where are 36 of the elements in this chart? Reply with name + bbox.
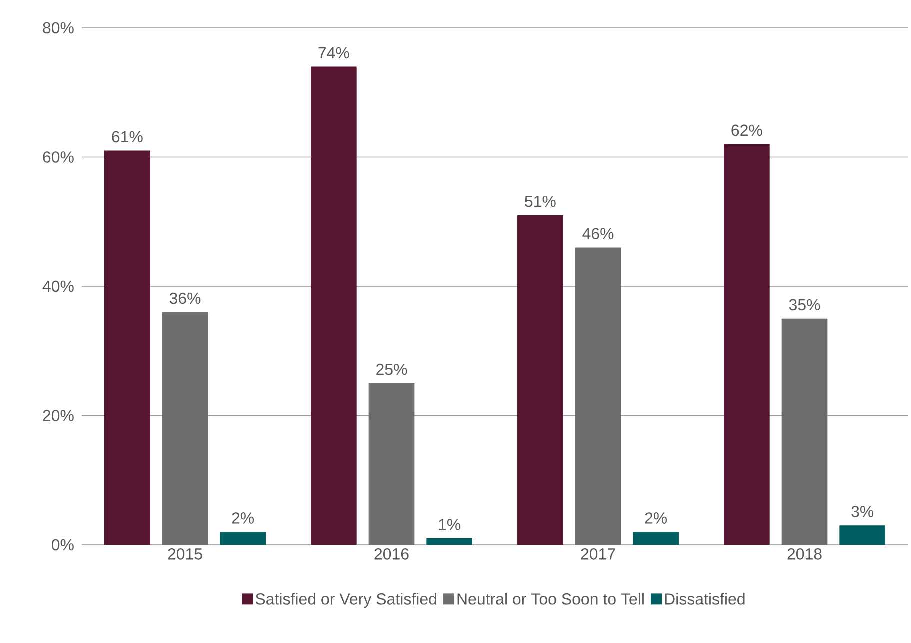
- data-label: 2%: [232, 512, 254, 524]
- data-label: 51%: [525, 196, 556, 208]
- bar: [311, 66, 357, 545]
- y-tick-label: 0%: [52, 539, 74, 551]
- data-label: 74%: [318, 47, 350, 59]
- bar: [518, 215, 564, 545]
- legend-label: Satisfied or Very Satisfied: [256, 593, 436, 608]
- y-tick-label: 40%: [42, 280, 74, 292]
- y-tick-label: 20%: [43, 410, 74, 422]
- x-tick-label: 2018: [788, 548, 822, 560]
- data-label: 1%: [439, 519, 461, 530]
- bar: [724, 144, 770, 545]
- bar: [782, 318, 828, 545]
- bar: [840, 526, 886, 545]
- bar: [162, 312, 208, 545]
- data-label: 36%: [170, 292, 201, 304]
- data-label: 62%: [732, 124, 762, 136]
- bar: [633, 532, 679, 545]
- data-label: 61%: [112, 131, 143, 143]
- y-tick-label: 60%: [43, 152, 74, 163]
- bar: [426, 538, 472, 545]
- data-label: 46%: [582, 228, 614, 240]
- bar: [104, 150, 150, 545]
- data-label: 35%: [789, 299, 820, 311]
- data-label: 3%: [852, 506, 874, 518]
- x-tick-label: 2015: [168, 548, 202, 560]
- legend-label: Neutral or Too Soon to Tell: [458, 593, 644, 605]
- x-tick-label: 2017: [581, 548, 616, 560]
- data-label: 2%: [645, 512, 668, 524]
- bar: [575, 248, 622, 545]
- y-tick-label: 80%: [43, 22, 74, 34]
- bar: [220, 532, 266, 545]
- x-tick-label: 2016: [374, 548, 409, 560]
- data-label: 25%: [376, 364, 408, 376]
- bar: [368, 383, 415, 545]
- legend-label: Dissatisfied: [665, 593, 745, 605]
